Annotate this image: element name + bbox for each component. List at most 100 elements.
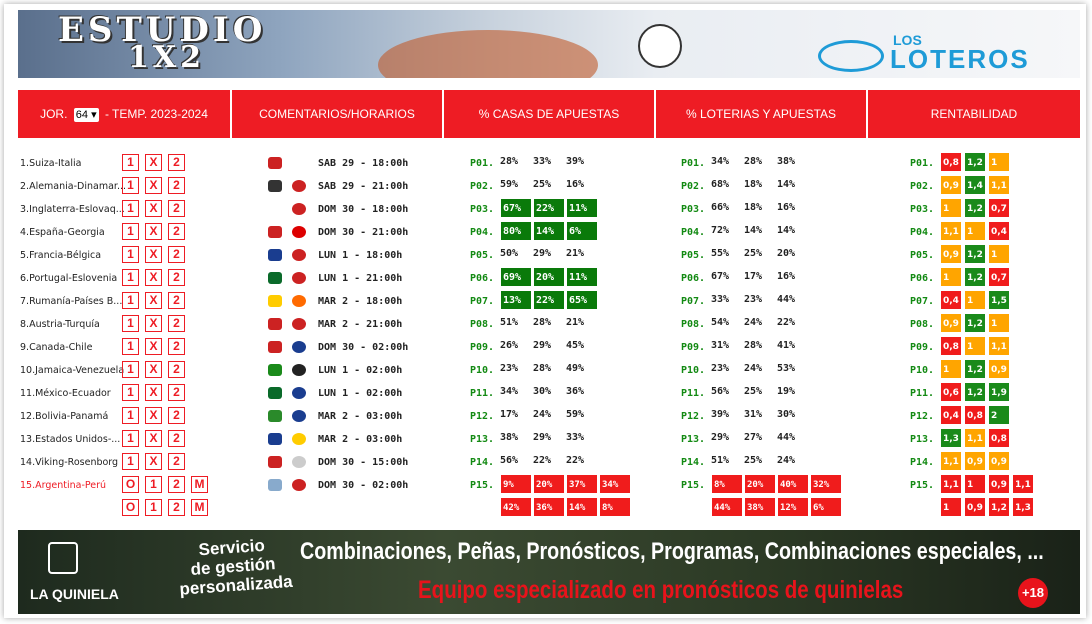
- option-button[interactable]: 1: [122, 338, 139, 355]
- option-button[interactable]: 1: [122, 361, 139, 378]
- option-button[interactable]: 2: [168, 453, 185, 470]
- option-button[interactable]: 1: [145, 476, 162, 493]
- flag: [292, 249, 306, 261]
- option-button[interactable]: O: [122, 499, 139, 516]
- option-button[interactable]: 2: [168, 269, 185, 286]
- flag: [292, 318, 306, 330]
- option-button[interactable]: X: [145, 430, 162, 447]
- casas-code: P03.: [470, 204, 495, 215]
- casas-code: P08.: [470, 319, 495, 330]
- option-button[interactable]: 2: [168, 430, 185, 447]
- casas-value: 33%: [566, 432, 585, 443]
- option-button[interactable]: 1: [122, 223, 139, 240]
- loterias-value: 19%: [777, 386, 796, 397]
- loterias-value: 34%: [711, 156, 730, 167]
- loterias-value: 23%: [711, 363, 730, 374]
- loterias-value: 44%: [711, 497, 743, 517]
- banner-title: ESTUDIO: [58, 10, 267, 50]
- rent-value: 0,8: [988, 428, 1010, 448]
- option-button[interactable]: 2: [168, 407, 185, 424]
- rent-value: 0,9: [940, 175, 962, 195]
- option-button[interactable]: X: [145, 292, 162, 309]
- option-button[interactable]: M: [191, 499, 208, 516]
- casas-value: 29%: [533, 432, 552, 443]
- rent-code: P09.: [910, 342, 935, 353]
- loterias-code: P02.: [681, 181, 706, 192]
- quiniela-logo: [48, 542, 78, 574]
- option-button[interactable]: 1: [122, 246, 139, 263]
- option-button[interactable]: 1: [122, 384, 139, 401]
- rent-code: P02.: [910, 181, 935, 192]
- flag: [292, 180, 306, 192]
- option-button[interactable]: 2: [168, 476, 185, 493]
- option-button[interactable]: 2: [168, 200, 185, 217]
- option-button[interactable]: X: [145, 269, 162, 286]
- option-button[interactable]: 1: [122, 200, 139, 217]
- option-button[interactable]: 1: [122, 407, 139, 424]
- option-button[interactable]: 2: [168, 499, 185, 516]
- rent-value: 0,9: [988, 474, 1010, 494]
- rent-value: 1: [964, 221, 986, 241]
- rent-value: 1,1: [940, 474, 962, 494]
- casas-value: 20%: [533, 267, 565, 287]
- jornada-select[interactable]: 64 ▾: [73, 108, 99, 122]
- casas-value: 24%: [533, 409, 552, 420]
- option-button[interactable]: X: [145, 338, 162, 355]
- loterias-code: P14.: [681, 457, 706, 468]
- rent-value: 0,9: [964, 497, 986, 517]
- option-button[interactable]: X: [145, 154, 162, 171]
- option-button[interactable]: 1: [122, 154, 139, 171]
- option-button[interactable]: 1: [122, 430, 139, 447]
- option-button[interactable]: 2: [168, 223, 185, 240]
- rent-value: 0,4: [940, 405, 962, 425]
- column-header: % LOTERIAS Y APUESTAS: [656, 90, 868, 138]
- option-button[interactable]: 1: [145, 499, 162, 516]
- casas-value: 20%: [533, 474, 565, 494]
- casas-value: 51%: [500, 317, 519, 328]
- option-button[interactable]: 1: [122, 315, 139, 332]
- loterias-value: 28%: [744, 156, 763, 167]
- option-button[interactable]: 2: [168, 154, 185, 171]
- flag: [292, 456, 306, 468]
- rent-value: 1,2: [964, 359, 986, 379]
- option-button[interactable]: X: [145, 200, 162, 217]
- option-button[interactable]: X: [145, 384, 162, 401]
- option-button[interactable]: 2: [168, 315, 185, 332]
- rent-value: 1,1: [940, 221, 962, 241]
- option-button[interactable]: X: [145, 177, 162, 194]
- option-button[interactable]: 1: [122, 292, 139, 309]
- rent-code: P08.: [910, 319, 935, 330]
- option-button[interactable]: O: [122, 476, 139, 493]
- casas-value: 25%: [533, 179, 552, 190]
- option-button[interactable]: X: [145, 315, 162, 332]
- option-button[interactable]: X: [145, 246, 162, 263]
- option-button[interactable]: M: [191, 476, 208, 493]
- match-name: 2.Alemania-Dinamar...: [20, 181, 126, 192]
- option-button[interactable]: 2: [168, 338, 185, 355]
- option-button[interactable]: 2: [168, 246, 185, 263]
- loterias-value: 14%: [744, 225, 763, 236]
- rent-value: 1: [940, 267, 962, 287]
- option-button[interactable]: 2: [168, 177, 185, 194]
- option-button[interactable]: 1: [122, 177, 139, 194]
- option-button[interactable]: X: [145, 407, 162, 424]
- rent-value: 1,1: [940, 451, 962, 471]
- loterias-code: P10.: [681, 365, 706, 376]
- option-button[interactable]: X: [145, 361, 162, 378]
- flag: [268, 180, 282, 192]
- casas-value: 22%: [533, 290, 565, 310]
- option-button[interactable]: X: [145, 223, 162, 240]
- option-button[interactable]: 1: [122, 269, 139, 286]
- loterias-value: 31%: [711, 340, 730, 351]
- option-button[interactable]: 1: [122, 453, 139, 470]
- option-button[interactable]: 2: [168, 361, 185, 378]
- flag: [268, 295, 282, 307]
- banner: ESTUDIO 1X2 LOS LOTEROS: [18, 10, 1080, 78]
- option-button[interactable]: 2: [168, 292, 185, 309]
- loterias-code: P01.: [681, 158, 706, 169]
- casas-code: P15.: [470, 480, 495, 491]
- tagline: Equipo especializado en pronósticos de q…: [418, 576, 904, 604]
- option-button[interactable]: 2: [168, 384, 185, 401]
- option-button[interactable]: X: [145, 453, 162, 470]
